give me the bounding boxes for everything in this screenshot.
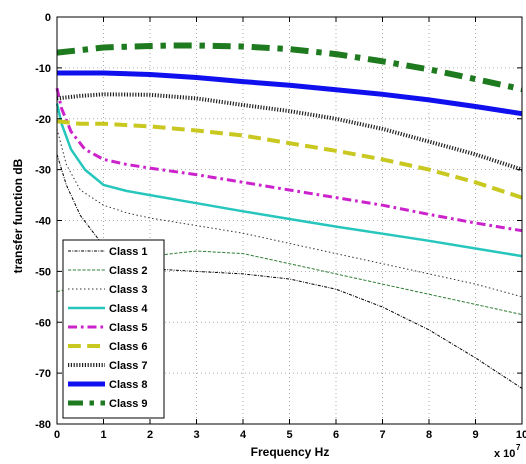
y-tick-label: -50 (35, 266, 51, 278)
series-line-class-4 (55, 103, 523, 258)
y-tick-label: -70 (35, 368, 51, 380)
grid-lines (57, 17, 522, 424)
tick-labels: 0 1 2 3 4 5 6 7 8 9 10 0 -10 -20 -30 -40 -50 -60 -70 -80 (35, 12, 526, 441)
y-tick-label: -10 (35, 63, 51, 75)
x-tick-label: 0 (54, 429, 60, 441)
legend-label-class-8: Class 8 (109, 379, 148, 391)
y-tick-label: -40 (35, 216, 51, 228)
x-tick-label: 6 (333, 429, 339, 441)
legend-label-class-1: Class 1 (109, 246, 148, 258)
x-tick-label: 5 (286, 429, 292, 441)
x-axis-label: Frequency Hz (251, 445, 330, 459)
legend-label-class-5: Class 5 (109, 322, 148, 334)
x-tick-label: 1 (100, 429, 106, 441)
legend-label-class-9: Class 9 (109, 398, 148, 410)
legend-label-class-2: Class 2 (109, 265, 148, 277)
x-tick-label: 3 (193, 429, 199, 441)
y-tick-label: -60 (35, 317, 51, 329)
y-tick-label: 0 (45, 12, 51, 24)
series-lines (55, 42, 523, 389)
legend-label-class-7: Class 7 (109, 360, 148, 372)
x-tick-label: 4 (240, 429, 247, 441)
series-line-class-5 (55, 87, 523, 233)
y-axis-label: transfer function dB (11, 158, 25, 273)
x-tick-label: 10 (516, 429, 526, 441)
series-line-class-3 (56, 128, 523, 298)
x-multiplier-exponent: 7 (516, 443, 521, 452)
series-line-class-7 (56, 92, 523, 172)
x-tick-label: 9 (472, 429, 478, 441)
y-tick-label: -80 (35, 419, 51, 431)
axes (56, 16, 523, 425)
series-line-class-6 (56, 119, 523, 200)
legend-label-class-6: Class 6 (109, 341, 148, 353)
legend-label-class-3: Class 3 (109, 284, 148, 296)
y-tick-label: -30 (35, 165, 51, 177)
x-multiplier: x 10 (494, 448, 515, 459)
series-line-class-8 (57, 70, 523, 117)
series-line-class-9 (56, 42, 523, 93)
legend: Class 1 Class 2 Class 3 Class 4 Class 5 Class… (62, 239, 165, 419)
x-tick-label: 7 (379, 429, 385, 441)
series-line-class-1 (56, 154, 523, 389)
y-tick-label: -20 (35, 114, 51, 126)
legend-label-class-4: Class 4 (109, 303, 148, 315)
x-tick-label: 8 (426, 429, 432, 441)
x-tick-label: 2 (147, 429, 153, 441)
